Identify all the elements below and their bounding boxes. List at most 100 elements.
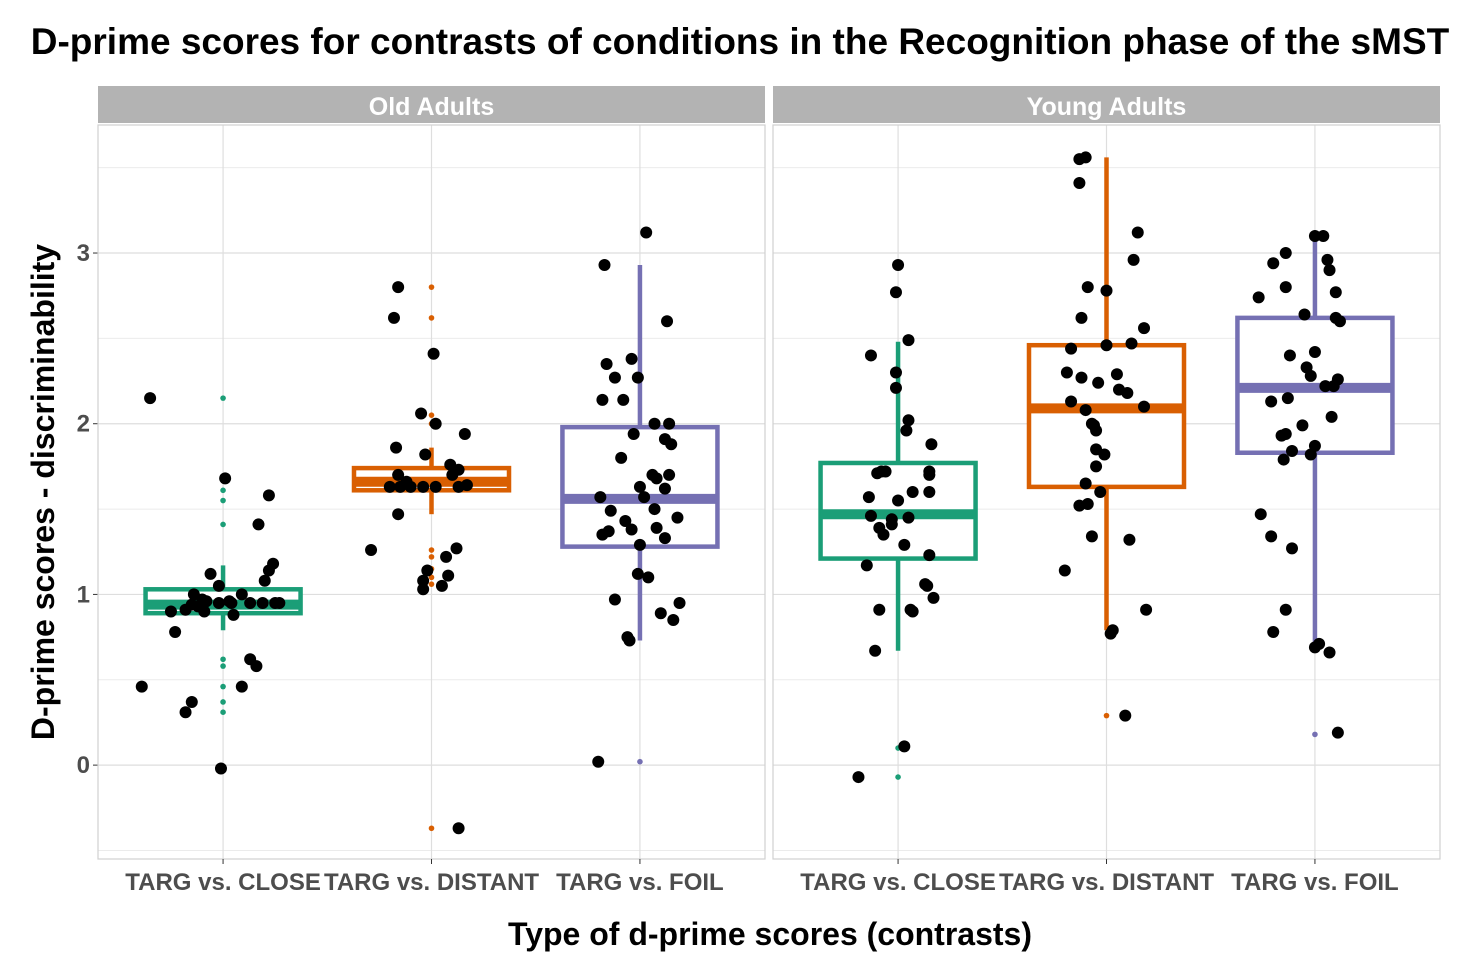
data-point <box>1100 284 1113 297</box>
data-point <box>902 414 915 427</box>
data-point <box>1090 460 1103 473</box>
data-point <box>185 695 198 708</box>
data-point <box>862 491 875 504</box>
data-point <box>1321 253 1334 266</box>
data-point <box>440 550 453 563</box>
data-point <box>1075 371 1088 384</box>
data-point <box>860 559 873 572</box>
data-point <box>452 463 465 476</box>
y-tick-label: 2 <box>77 411 90 438</box>
data-point <box>619 515 632 528</box>
data-point <box>1058 564 1071 577</box>
outlier-point <box>428 547 435 553</box>
data-point <box>1094 486 1107 498</box>
data-point <box>604 504 617 517</box>
data-point <box>1308 229 1321 242</box>
data-point <box>864 509 877 522</box>
data-point <box>608 593 621 606</box>
data-point <box>450 542 463 555</box>
data-point <box>219 472 232 485</box>
data-point <box>1323 646 1336 659</box>
outlier-point <box>220 656 226 663</box>
data-point <box>223 595 236 608</box>
data-point <box>1296 419 1309 432</box>
data-point <box>214 762 227 775</box>
outlier-point <box>895 774 901 780</box>
data-point <box>258 574 271 587</box>
data-point <box>227 608 240 621</box>
data-point <box>923 468 936 481</box>
data-point <box>592 755 605 768</box>
data-point <box>1113 383 1126 396</box>
data-point <box>852 771 865 784</box>
data-point <box>1308 641 1321 654</box>
data-point <box>404 480 417 493</box>
data-point <box>900 424 913 437</box>
data-point <box>925 438 938 451</box>
data-point <box>185 598 198 611</box>
data-point <box>873 603 886 616</box>
data-point <box>1140 603 1153 616</box>
data-point <box>1283 349 1296 362</box>
data-point <box>1323 264 1336 277</box>
data-point <box>623 634 636 647</box>
data-point <box>889 366 902 379</box>
data-point <box>1331 726 1344 739</box>
data-point <box>631 371 644 384</box>
data-point <box>387 311 400 324</box>
data-point <box>633 538 646 551</box>
outlier-point <box>220 663 226 669</box>
outlier-point <box>428 574 435 581</box>
data-point <box>617 393 630 406</box>
outlier-point <box>428 284 435 290</box>
data-point <box>1267 257 1280 270</box>
facet-panel-1: Young Adults TARG vs. CLOSE TARG vs. DISTA… <box>772 86 1441 896</box>
data-point <box>421 564 434 577</box>
x-tick-label: TARG vs. CLOSE <box>800 869 996 896</box>
data-point <box>640 226 653 239</box>
x-tick-label: TARG vs. DISTANT <box>999 869 1214 896</box>
facet-strip <box>98 86 765 123</box>
data-point <box>1286 542 1299 555</box>
data-point <box>596 393 609 406</box>
data-point <box>663 468 676 481</box>
data-point <box>1327 380 1340 393</box>
data-point <box>415 407 428 420</box>
y-tick-label: 3 <box>77 240 90 267</box>
data-point <box>869 644 882 657</box>
x-tick-label: TARG vs. FOIL <box>556 869 724 896</box>
data-point <box>1131 226 1144 239</box>
outlier-point <box>1312 731 1318 738</box>
data-point <box>648 503 661 516</box>
data-point <box>864 349 877 362</box>
data-point <box>892 494 905 507</box>
boxplot-targ-vs-distant <box>1026 157 1187 719</box>
facet-panel-0: Old Adults TARG vs. CLOSE TARG vs. DISTANT… <box>97 86 766 896</box>
data-point <box>1081 497 1094 510</box>
data-point <box>144 392 157 405</box>
data-point <box>625 352 638 365</box>
data-point <box>392 468 405 481</box>
data-point <box>654 607 667 620</box>
data-point <box>1279 603 1292 616</box>
data-point <box>383 480 396 493</box>
outlier-point <box>220 497 226 504</box>
data-point <box>1298 308 1311 321</box>
data-point <box>365 544 378 557</box>
data-point <box>1079 477 1092 490</box>
x-tick-label: TARG vs. DISTANT <box>324 869 539 896</box>
outlier-point <box>220 521 226 528</box>
outlier-point <box>220 683 226 690</box>
data-point <box>1329 286 1342 299</box>
data-point <box>600 357 613 370</box>
data-point <box>892 258 905 271</box>
data-point <box>638 491 651 504</box>
data-point <box>244 596 257 609</box>
data-point <box>889 286 902 299</box>
data-point <box>1254 508 1267 521</box>
data-point <box>1098 448 1111 461</box>
data-point <box>658 482 671 495</box>
data-point <box>429 417 442 430</box>
data-point <box>164 605 177 618</box>
data-point <box>1325 410 1338 423</box>
